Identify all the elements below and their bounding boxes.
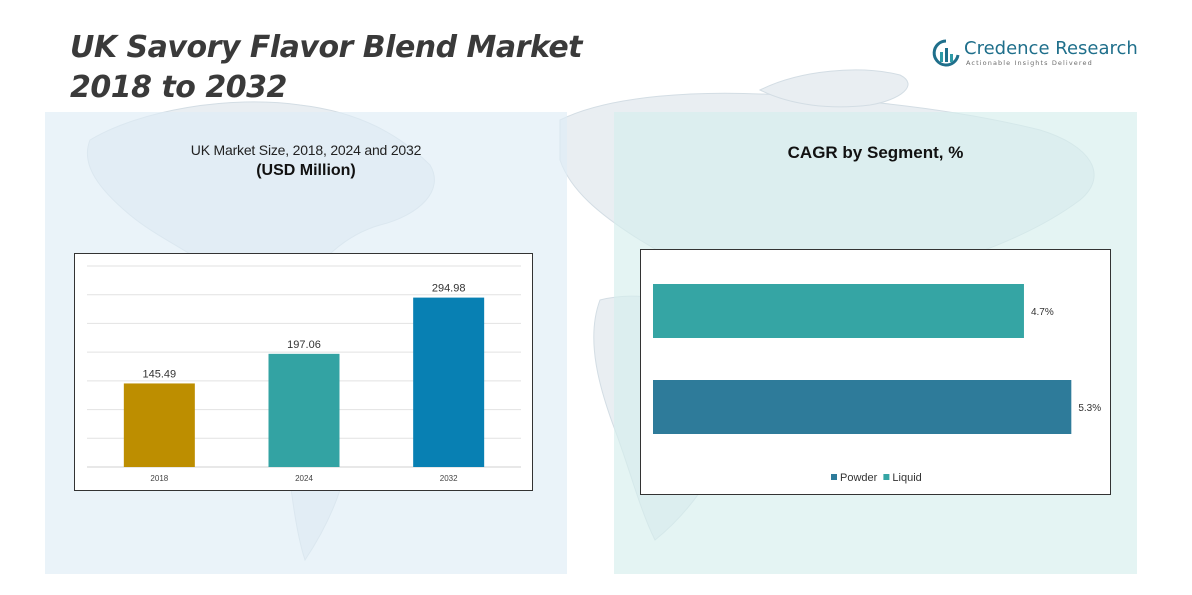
market-size-chart-title: UK Market Size, 2018, 2024 and 2032 bbox=[190, 142, 422, 158]
market-size-chart-unit: (USD Million) bbox=[256, 162, 356, 179]
logo-icon bbox=[932, 39, 960, 67]
credence-research-logo: Credence Research Actionable Insights De… bbox=[932, 38, 1138, 70]
bar-value-label: 197.06 bbox=[287, 339, 321, 351]
market-size-plot-area: 145.49 2018 197.06 2024 294.98 2032 bbox=[74, 253, 533, 491]
bar-value-label: 5.3% bbox=[1078, 403, 1101, 414]
bar-value-label: 145.49 bbox=[143, 368, 177, 380]
page-title-line-2: 2018 to 2032 bbox=[70, 70, 287, 105]
logo-name: Credence Research bbox=[964, 38, 1138, 59]
bar-value-label: 294.98 bbox=[432, 283, 466, 295]
market-size-bar-chart: 145.49 2018 197.06 2024 294.98 2032 bbox=[87, 265, 521, 483]
bar-liquid bbox=[653, 284, 1024, 338]
cagr-plot-area: 4.7% 5.3% Powder Liquid bbox=[640, 249, 1111, 495]
bar-2018 bbox=[123, 383, 195, 467]
legend-label-powder: Powder bbox=[840, 472, 878, 484]
cagr-chart-title: CAGR by Segment, % bbox=[787, 143, 964, 162]
bar-2024 bbox=[268, 353, 340, 467]
x-tick-label: 2024 bbox=[295, 474, 313, 483]
cagr-bar-chart: 4.7% 5.3% Powder Liquid bbox=[653, 284, 1101, 484]
bar-value-label: 4.7% bbox=[1031, 307, 1054, 318]
legend-swatch-powder bbox=[831, 474, 837, 480]
x-tick-label: 2018 bbox=[150, 474, 168, 483]
page-title-line-1: UK Savory Flavor Blend Market bbox=[70, 30, 583, 65]
bar-2032 bbox=[413, 297, 485, 467]
x-tick-label: 2032 bbox=[440, 474, 458, 483]
bar-powder bbox=[653, 380, 1072, 434]
logo-tagline: Actionable Insights Delivered bbox=[966, 59, 1093, 67]
legend-swatch-liquid bbox=[883, 474, 890, 480]
page-title: UK Savory Flavor Blend Market 2018 to 20… bbox=[70, 28, 583, 108]
legend-label-liquid: Liquid bbox=[892, 472, 921, 484]
